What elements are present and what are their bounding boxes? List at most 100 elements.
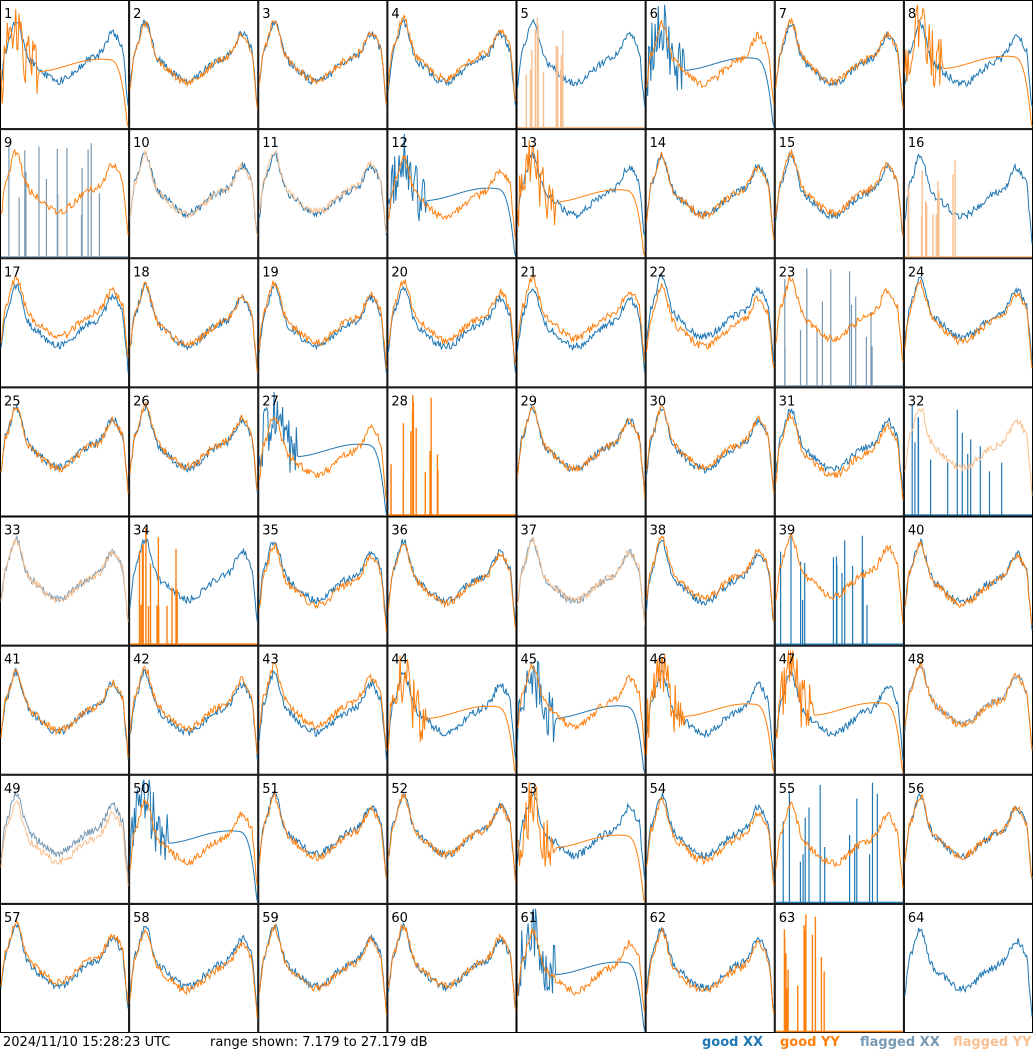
series-xx <box>904 404 1032 516</box>
panel-label: 64 <box>908 911 925 926</box>
panel-label: 51 <box>262 782 279 797</box>
series-yy <box>775 149 904 237</box>
panel-frame <box>774 258 904 388</box>
panel-label: 3 <box>262 7 270 22</box>
panel-label: 17 <box>4 265 21 280</box>
panel-frame <box>774 387 904 517</box>
panel-38: 38 <box>645 516 775 646</box>
series-xx <box>646 272 775 364</box>
panel-frame <box>258 387 388 517</box>
panel-56: 56 <box>903 774 1033 904</box>
timestamp: 2024/11/10 15:28:23 UTC <box>3 1035 171 1050</box>
series-yy <box>258 416 387 501</box>
series-xx <box>387 671 516 760</box>
panel-label: 19 <box>262 265 279 280</box>
panel-10: 10 <box>129 129 259 259</box>
panel-41: 41 <box>0 645 130 775</box>
series-xx <box>1 143 129 258</box>
panel-frame <box>0 0 130 130</box>
panel-4: 4 <box>387 0 517 130</box>
panel-label: 4 <box>391 7 399 22</box>
panel-label: 1 <box>4 7 12 22</box>
panel-frame <box>645 774 775 904</box>
series-yy <box>517 782 646 902</box>
series-yy <box>646 151 775 240</box>
panel-frame <box>903 516 1033 646</box>
panel-frame <box>387 645 517 775</box>
series-xx <box>129 152 258 236</box>
series-yy <box>517 663 646 754</box>
series-yy <box>129 149 258 237</box>
series-yy <box>258 280 387 369</box>
panel-64: 64 <box>903 903 1033 1033</box>
series-xx <box>646 669 775 760</box>
series-yy <box>775 532 904 624</box>
panel-51: 51 <box>258 774 388 904</box>
panel-frame <box>387 129 517 259</box>
series-xx <box>258 392 387 515</box>
series-xx <box>904 153 1033 244</box>
series-xx <box>646 792 775 880</box>
series-xx <box>904 19 1033 107</box>
panel-frame <box>903 645 1033 775</box>
series-yy <box>775 801 904 889</box>
panel-frame <box>774 903 904 1033</box>
panel-frame <box>129 258 259 388</box>
panel-frame <box>903 774 1033 904</box>
series-yy <box>0 668 129 758</box>
panel-20: 20 <box>387 258 517 388</box>
series-yy <box>387 793 516 883</box>
series-yy <box>0 148 129 236</box>
panel-label: 12 <box>391 136 408 151</box>
panel-1: 1 <box>0 0 130 130</box>
panel-frame <box>774 129 904 259</box>
panel-22: 22 <box>645 258 775 388</box>
panel-frame <box>0 774 130 904</box>
panel-17: 17 <box>0 258 130 388</box>
panel-52: 52 <box>387 774 517 904</box>
panel-45: 45 <box>516 645 646 775</box>
panel-label: 63 <box>779 911 796 926</box>
series-yy <box>646 654 775 773</box>
panel-label: 33 <box>4 524 21 539</box>
panel-label: 18 <box>133 265 150 280</box>
panel-3: 3 <box>258 0 388 130</box>
series-yy <box>904 540 1033 625</box>
series-xx <box>904 927 1033 1017</box>
panel-label: 8 <box>908 7 916 22</box>
panel-frame <box>129 0 259 130</box>
series-yy <box>129 798 258 886</box>
series-yy <box>517 17 645 129</box>
panel-label: 40 <box>908 524 925 539</box>
panel-label: 37 <box>521 524 538 539</box>
panel-34: 34 <box>129 516 259 646</box>
series-yy <box>258 20 387 105</box>
panel-13: 13 <box>516 129 646 259</box>
series-yy <box>646 797 775 886</box>
panel-label: 34 <box>133 524 150 539</box>
panel-32: 32 <box>903 387 1033 517</box>
panel-12: 12 <box>387 129 517 259</box>
panel-frame <box>258 903 388 1033</box>
series-xx <box>387 133 516 257</box>
series-yy <box>775 274 904 363</box>
panel-frame <box>387 258 517 388</box>
panel-47: 47 <box>774 645 904 775</box>
series-yy <box>258 149 387 233</box>
panel-8: 8 <box>903 0 1033 130</box>
panel-label: 32 <box>908 394 925 409</box>
panel-label: 6 <box>650 7 658 22</box>
panel-11: 11 <box>258 129 388 259</box>
panel-frame <box>516 774 646 904</box>
panel-label: 26 <box>133 394 150 409</box>
panel-label: 62 <box>650 911 667 926</box>
panel-44: 44 <box>387 645 517 775</box>
series-yy <box>0 406 129 494</box>
panel-frame <box>645 129 775 259</box>
legend-good-yy: good YY <box>780 1035 840 1050</box>
panel-frame <box>645 0 775 130</box>
panel-label: 35 <box>262 524 279 539</box>
series-yy <box>517 275 646 362</box>
series-yy <box>775 17 904 109</box>
